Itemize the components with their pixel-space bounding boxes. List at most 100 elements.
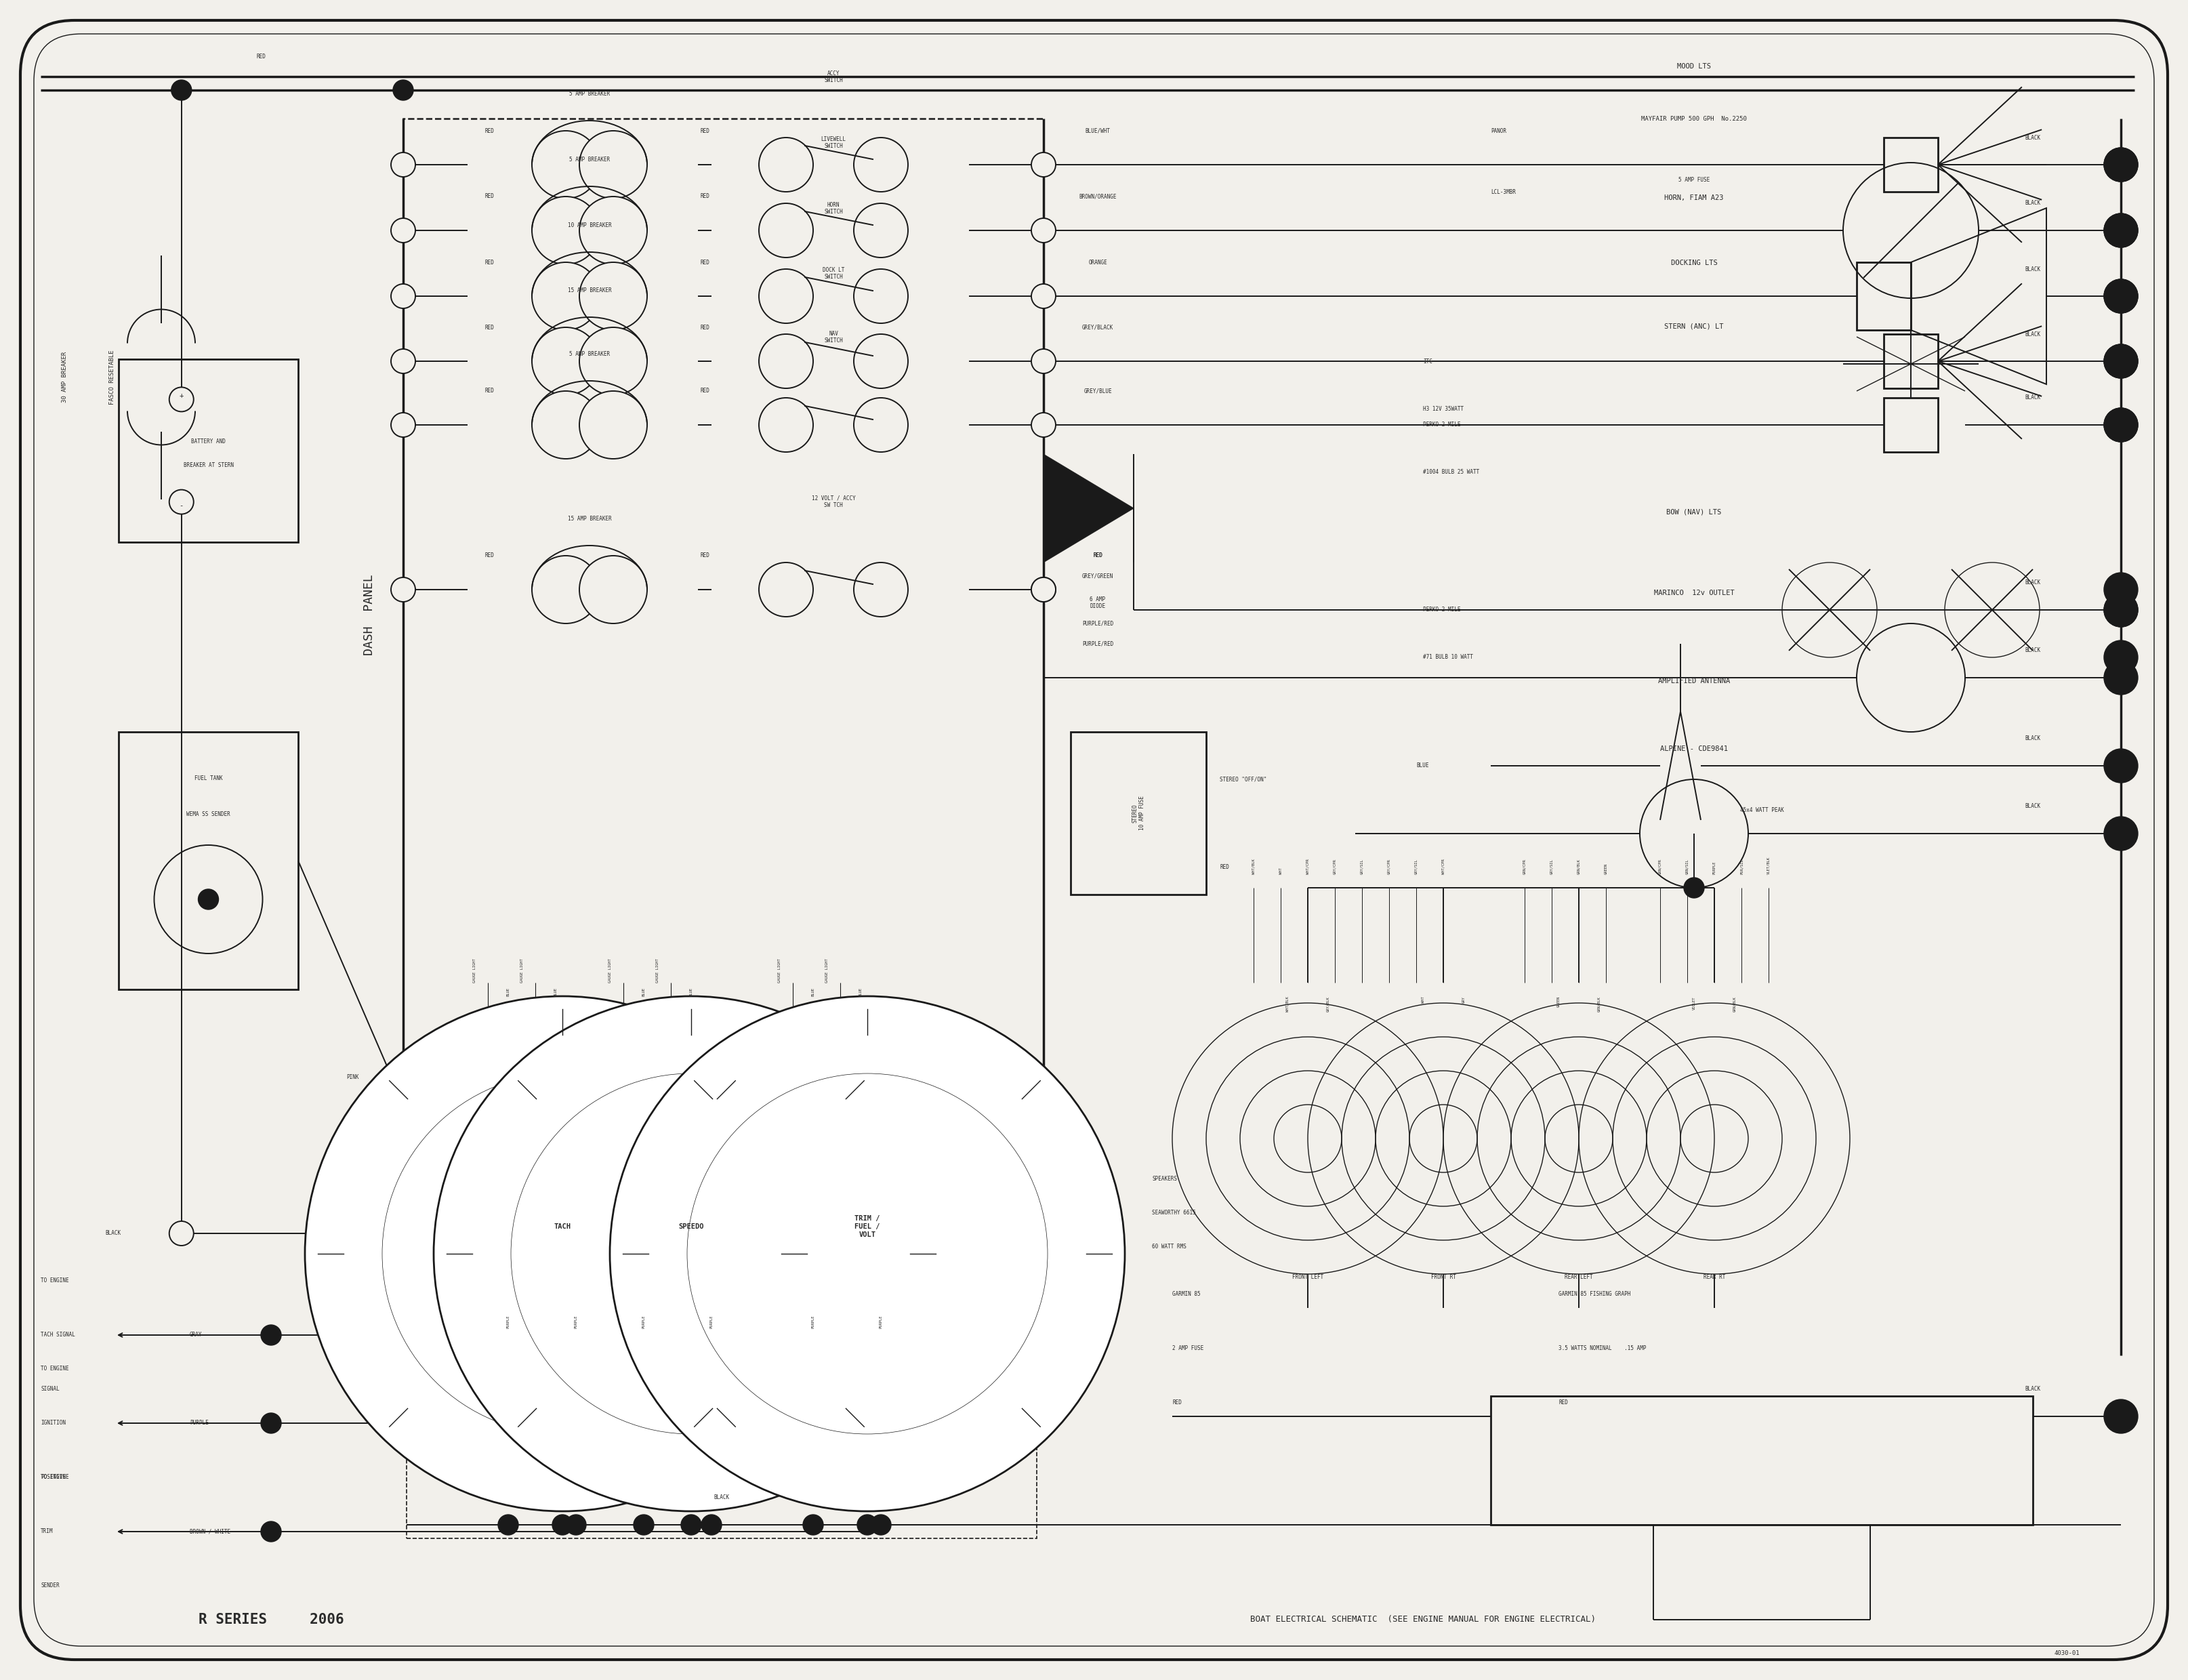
Text: GAUGE LIGHT: GAUGE LIGHT — [521, 958, 523, 983]
Text: ITC: ITC — [1422, 358, 1433, 365]
Text: RED: RED — [1094, 553, 1103, 559]
Text: BLACK: BLACK — [2024, 1386, 2041, 1393]
Text: 30 AMP BREAKER: 30 AMP BREAKER — [61, 351, 68, 403]
Text: PURPLE: PURPLE — [505, 1315, 510, 1327]
Text: WHT/BLK: WHT/BLK — [1287, 996, 1289, 1011]
Text: BLUE: BLUE — [505, 988, 510, 996]
Text: FASCO RESETABLE: FASCO RESETABLE — [109, 349, 114, 405]
Bar — [1884, 138, 1939, 192]
Circle shape — [199, 889, 219, 909]
Text: SPEEDO: SPEEDO — [678, 1223, 705, 1230]
Circle shape — [610, 996, 1125, 1512]
Text: PUR/SIL: PUR/SIL — [1739, 858, 1744, 874]
Text: BLACK: BLACK — [105, 1230, 120, 1236]
Bar — [118, 732, 298, 990]
Text: RED: RED — [1094, 553, 1103, 559]
Text: BLACK: BLACK — [2024, 803, 2041, 810]
Text: PURPLE: PURPLE — [812, 1315, 814, 1327]
Circle shape — [759, 398, 814, 452]
Circle shape — [1639, 780, 1748, 887]
Circle shape — [2105, 344, 2138, 378]
Text: FRONT RT: FRONT RT — [1431, 1273, 1455, 1280]
Text: IGNITION: IGNITION — [42, 1420, 66, 1426]
Text: BATTERY AND: BATTERY AND — [190, 438, 225, 445]
Text: GRY: GRY — [1462, 996, 1466, 1003]
Text: RED: RED — [700, 553, 709, 559]
Circle shape — [580, 262, 648, 329]
Text: GREEN: GREEN — [1604, 864, 1608, 874]
Circle shape — [1842, 163, 1978, 297]
Text: STEREO "OFF/ON": STEREO "OFF/ON" — [1219, 776, 1267, 783]
Circle shape — [1031, 578, 1057, 601]
Text: RED: RED — [484, 128, 494, 134]
Text: BLACK: BLACK — [2024, 580, 2041, 586]
Text: ACCY
SWITCH: ACCY SWITCH — [825, 71, 842, 84]
Text: 5 AMP FUSE: 5 AMP FUSE — [1678, 176, 1709, 183]
Text: BLACK: BLACK — [2024, 736, 2041, 743]
Text: POSITIVE: POSITIVE — [42, 1475, 66, 1480]
Text: BLUE/WHT: BLUE/WHT — [1085, 128, 1109, 134]
Circle shape — [853, 203, 908, 257]
Text: REAR LEFT: REAR LEFT — [1564, 1273, 1593, 1280]
Text: 5 AMP BREAKER: 5 AMP BREAKER — [569, 156, 610, 163]
Text: GAUGE LIGHT: GAUGE LIGHT — [825, 958, 829, 983]
Bar — [1070, 732, 1206, 894]
Text: STERN (ANC) LT: STERN (ANC) LT — [1665, 323, 1724, 329]
Circle shape — [2105, 573, 2138, 606]
Circle shape — [2105, 148, 2138, 181]
Circle shape — [392, 578, 416, 601]
Text: PURPLE: PURPLE — [880, 1315, 882, 1327]
Circle shape — [499, 1515, 519, 1536]
Text: HORN, FIAM A23: HORN, FIAM A23 — [1665, 195, 1724, 202]
Text: VIOLET: VIOLET — [1691, 996, 1696, 1010]
Text: BLACK: BLACK — [2024, 395, 2041, 402]
Text: 3.5 WATTS NOMINAL    .15 AMP: 3.5 WATTS NOMINAL .15 AMP — [1558, 1346, 1645, 1352]
Text: NAV
SWITCH: NAV SWITCH — [825, 331, 842, 344]
Text: TO ENGINE: TO ENGINE — [42, 1278, 68, 1284]
Circle shape — [260, 1522, 282, 1542]
FancyBboxPatch shape — [20, 20, 2168, 1660]
Text: GREY/BLUE: GREY/BLUE — [1083, 388, 1112, 395]
Circle shape — [1031, 578, 1057, 601]
Text: GRN/BLK: GRN/BLK — [1578, 858, 1580, 874]
Text: GRY/CPR: GRY/CPR — [1387, 858, 1392, 874]
Text: RED: RED — [1558, 1399, 1569, 1406]
Circle shape — [853, 269, 908, 323]
Circle shape — [153, 845, 263, 954]
Circle shape — [580, 391, 648, 459]
Text: GRY/BLK: GRY/BLK — [1326, 996, 1330, 1011]
Text: BROWN / WHITE: BROWN / WHITE — [190, 1529, 230, 1534]
Text: BLACK: BLACK — [2024, 647, 2041, 654]
Circle shape — [304, 996, 820, 1512]
Circle shape — [853, 563, 908, 617]
Text: DOCKING LTS: DOCKING LTS — [1672, 259, 1718, 267]
Text: ALPINE - CDE9841: ALPINE - CDE9841 — [1661, 746, 1729, 753]
Text: WHT/CPR: WHT/CPR — [1442, 858, 1444, 874]
Circle shape — [2105, 148, 2138, 181]
Circle shape — [2105, 593, 2138, 627]
Text: RED: RED — [700, 259, 709, 265]
Circle shape — [759, 138, 814, 192]
Circle shape — [580, 131, 648, 198]
Circle shape — [532, 328, 600, 395]
Circle shape — [702, 1515, 722, 1536]
Text: AMPLIFIED ANTENNA: AMPLIFIED ANTENNA — [1659, 677, 1731, 684]
Text: RED: RED — [700, 388, 709, 395]
Text: PURPLE/RED: PURPLE/RED — [1083, 640, 1114, 647]
Text: GAUGE LIGHT: GAUGE LIGHT — [656, 958, 659, 983]
Circle shape — [392, 153, 416, 176]
Text: PURPLE: PURPLE — [190, 1420, 208, 1426]
Circle shape — [2105, 749, 2138, 783]
Text: FUEL TANK: FUEL TANK — [195, 774, 223, 781]
Text: 60 WATT RMS: 60 WATT RMS — [1151, 1243, 1186, 1250]
Circle shape — [1031, 153, 1057, 176]
Text: 15 AMP BREAKER: 15 AMP BREAKER — [567, 516, 610, 522]
Text: 5 AMP BREAKER: 5 AMP BREAKER — [569, 91, 610, 97]
Text: GRN/CPR: GRN/CPR — [1523, 858, 1527, 874]
Text: BLACK: BLACK — [713, 1495, 729, 1500]
Text: WHT/CPR: WHT/CPR — [1306, 858, 1308, 874]
Circle shape — [392, 284, 416, 309]
Text: MARINCO  12v OUTLET: MARINCO 12v OUTLET — [1654, 590, 1735, 596]
Bar — [1858, 262, 1910, 329]
Text: LCL-3MBR: LCL-3MBR — [1490, 188, 1516, 195]
